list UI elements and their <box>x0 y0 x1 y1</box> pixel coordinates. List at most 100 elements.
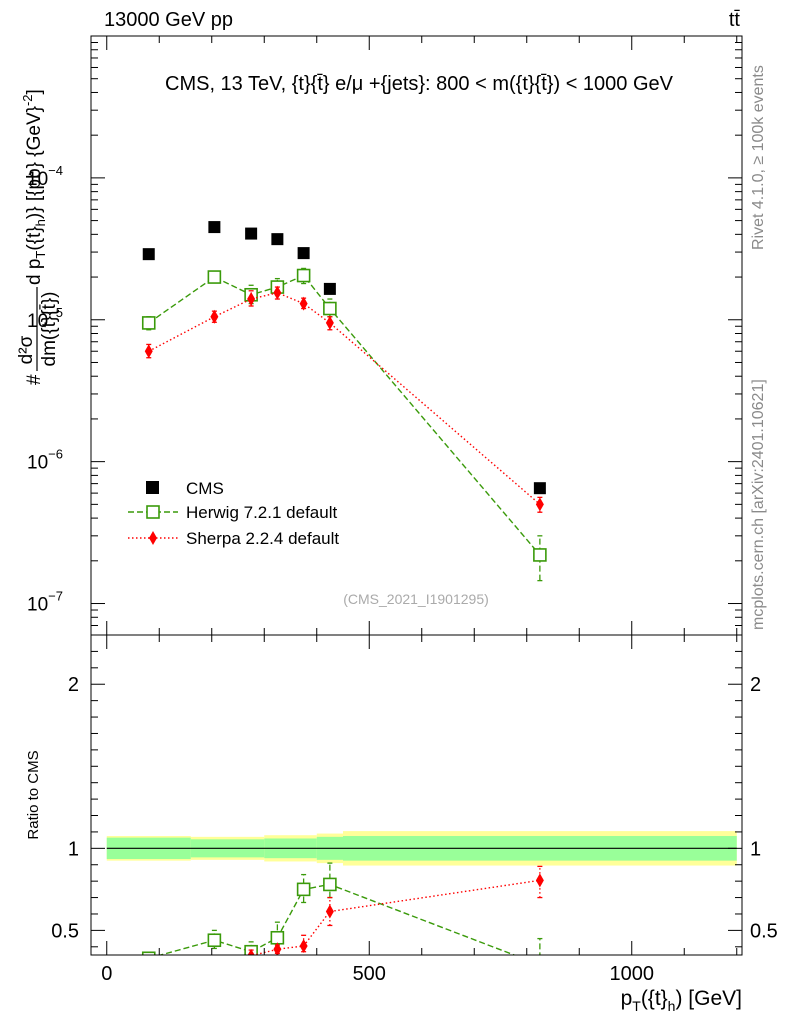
y-tick-exponent: −4 <box>48 163 63 178</box>
y-axis-label-numerator: d²σ <box>16 335 37 364</box>
x-axis-label-close: ) [GeV] <box>675 987 742 1010</box>
legend-herwig-label: Herwig 7.2.1 default <box>186 503 337 522</box>
header-right: tt̄ <box>729 9 741 31</box>
ratio-panel-frame <box>90 634 743 956</box>
herwig-point <box>296 268 311 283</box>
herwig-point <box>141 316 156 330</box>
ratio-y-tick-label: 1 <box>68 838 79 860</box>
x-axis-label-sub2: h <box>668 998 676 1014</box>
y-tick-label: 10−7 <box>27 589 63 616</box>
chart-title: CMS, 13 TeV, {t}{t̄} e/μ +{jets}: 800 < … <box>165 73 674 95</box>
main-panel-ticks: 10−710−610−510−4 <box>27 36 742 636</box>
x-axis-label-p: p <box>621 987 633 1010</box>
y-axis-label-sub1: T <box>33 251 48 259</box>
header-left: 13000 GeV pp <box>104 9 233 31</box>
sherpa-point <box>299 296 308 311</box>
herwig-ratio-point <box>207 933 222 948</box>
mcplots-source-label: mcplots.cern.ch [arXiv:2401.10621] <box>750 379 767 630</box>
sherpa-ratio-point <box>247 948 255 955</box>
y-axis-label-mid: d p <box>24 259 45 285</box>
legend-sherpa-marker <box>149 531 157 545</box>
y-axis-label-close: ] <box>24 89 45 94</box>
y-axis-label-open: ({t} <box>24 226 45 250</box>
x-tick-label: 500 <box>353 963 386 985</box>
main-panel: 10−710−610−510−4 CMS, 13 TeV, {t}{t̄} e/… <box>16 35 743 636</box>
ratio-y-tick-label: 0.5 <box>51 920 79 942</box>
sherpa-ratio-error-bar <box>327 896 333 927</box>
herwig-ratio-point <box>323 877 337 892</box>
x-tick-label: 1000 <box>610 963 655 985</box>
sherpa-ratio-line <box>251 879 540 955</box>
cms-point <box>245 227 258 240</box>
herwig-ratio-point <box>270 930 285 945</box>
herwig-ratio-point <box>296 882 311 897</box>
ratio-y-tick-label-right: 2 <box>750 674 761 696</box>
sherpa-ratio-point <box>145 971 153 985</box>
ratio-y-axis-label: Ratio to CMS <box>25 750 42 839</box>
cms-point <box>208 221 221 234</box>
sherpa-point <box>273 285 282 300</box>
sherpa-ratio-point <box>535 873 544 888</box>
legend-cms-label: CMS <box>186 479 224 498</box>
ratio-y-tick-label-right: 0.5 <box>750 920 778 942</box>
herwig-ratio-point <box>534 959 546 971</box>
y-axis-label-denominator: dm({t}{t̄}) <box>39 292 60 367</box>
y-tick-exponent: −5 <box>48 305 63 320</box>
main-y-axis-label: # d²σ dm({t}{t̄}) d pT({t}h)} [{pb} {GeV… <box>16 89 60 385</box>
x-axis-label-sub1: T <box>632 998 641 1014</box>
y-tick-base: 10 <box>27 595 48 616</box>
y-axis-label-sub2: h <box>33 219 48 226</box>
legend: CMS Herwig 7.2.1 default Sherpa 2.2.4 de… <box>128 479 339 548</box>
y-tick-label: 10−5 <box>27 305 63 332</box>
cms-point <box>533 482 546 495</box>
y-tick-label: 10−6 <box>27 447 63 474</box>
ratio-y-tick-label-right: 1 <box>750 838 761 860</box>
cms-point <box>142 248 155 261</box>
herwig-ratio-line <box>158 883 517 955</box>
y-tick-base: 10 <box>27 311 48 332</box>
x-tick-label: 0 <box>101 963 112 985</box>
ratio-panel-data <box>106 831 737 985</box>
y-axis-label-hash: # <box>24 374 45 385</box>
y-tick-base: 10 <box>27 453 48 474</box>
sherpa-ratio-error-bar <box>212 970 217 978</box>
y-tick-exponent: −7 <box>48 589 63 604</box>
y-tick-base: 10 <box>27 169 48 190</box>
y-tick-label: 10−4 <box>27 163 63 190</box>
herwig-ratio-point <box>141 951 156 955</box>
analysis-watermark: (CMS_2021_I1901295) <box>343 591 489 607</box>
sherpa-line <box>148 292 541 505</box>
sherpa-point <box>247 292 256 307</box>
sherpa-point <box>535 497 544 512</box>
x-axis-label: pT({t}h) [GeV] <box>621 987 742 1014</box>
y-tick-exponent: −6 <box>48 447 63 462</box>
herwig-point <box>323 301 337 316</box>
sherpa-ratio-point <box>299 938 308 953</box>
main-panel-data <box>141 221 547 582</box>
sherpa-point <box>210 309 219 324</box>
herwig-point <box>533 548 547 562</box>
x-axis-label-open: ({t} <box>641 987 668 1010</box>
ratio-y-tick-label: 2 <box>68 674 79 696</box>
sherpa-point <box>325 315 334 330</box>
sherpa-ratio-error-bar <box>537 865 543 899</box>
sherpa-point <box>144 344 153 359</box>
legend-sherpa-label: Sherpa 2.2.4 default <box>186 529 339 548</box>
y-axis-label-sup: -2 <box>20 94 35 106</box>
rivet-version-label: Rivet 4.1.0, ≥ 100k events <box>750 65 767 250</box>
cms-point <box>323 282 336 295</box>
herwig-ratio-error-bar <box>537 937 543 955</box>
herwig-point <box>207 270 222 284</box>
legend-herwig-marker <box>146 505 160 519</box>
sherpa-ratio-point <box>325 904 334 919</box>
legend-cms-marker <box>146 481 159 494</box>
ratio-panel: 0.5 0.5 1 1 2 2 0 500 1000 Ratio to CMS pT({t}h)… <box>25 634 778 1014</box>
svg-text:d pT({t}h)} [{pb} {GeV}-2]: d pT({t}h)} [{pb} {GeV}-2] <box>20 89 48 285</box>
ratio-panel-ticks: 0.5 0.5 1 1 2 2 0 500 1000 <box>51 635 778 985</box>
y-axis-label-rest: )} [{pb} {GeV} <box>24 106 45 219</box>
sherpa-ratio-point <box>273 942 282 955</box>
sherpa-ratio-error-bar <box>146 975 151 982</box>
sherpa-ratio-point <box>210 967 218 981</box>
cms-point <box>297 247 310 260</box>
